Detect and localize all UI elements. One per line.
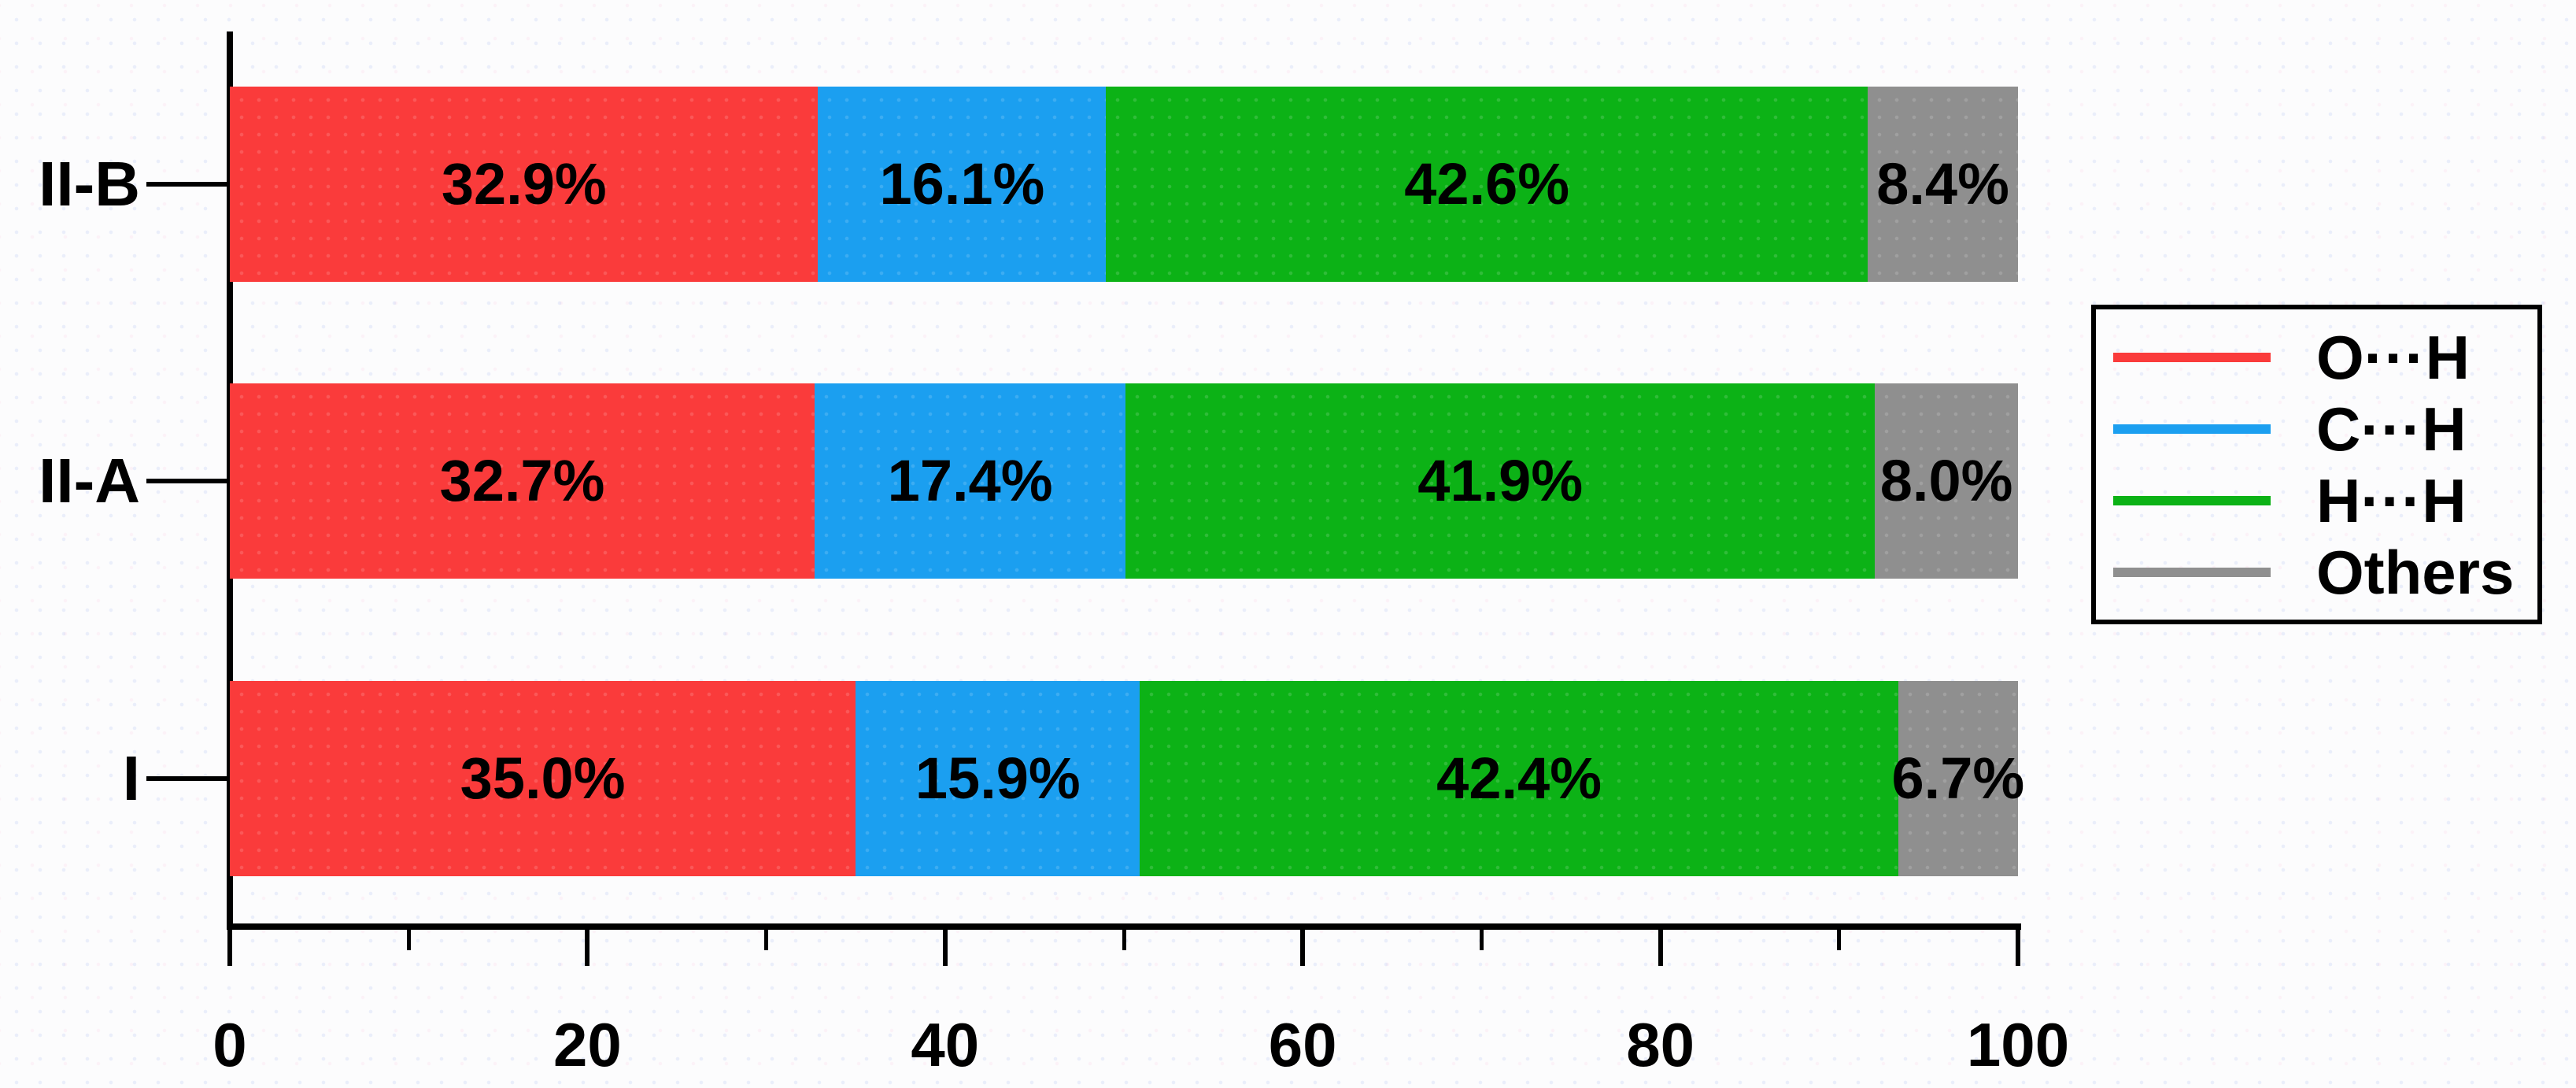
bar-segment: 16.1% [818,87,1107,282]
bar-segment: 35.0% [230,681,856,876]
x-axis-tick-label: 0 [213,1010,247,1079]
segment-label: 32.7% [439,448,605,513]
category-label: I [122,743,140,813]
legend-swatch-line [2113,567,2271,577]
bar-segment: 17.4% [814,383,1126,579]
legend-item: C···H [2096,393,2537,464]
x-axis-tick-label: 60 [1268,1010,1337,1079]
bar-row-II-B: 32.9% 16.1% 42.6% 8.4% [230,87,2018,282]
legend-swatch-line [2113,424,2271,434]
legend-box: O···H C···H H···H Others [2091,305,2542,624]
x-axis-major-tick [585,930,590,966]
x-axis-major-tick [1658,930,1663,966]
bar-segment: 32.7% [230,383,815,579]
bar-segment: 32.9% [230,87,819,282]
x-axis-major-tick [2016,930,2020,966]
x-axis-major-tick [1300,930,1306,966]
segment-label: 35.0% [460,746,626,811]
bar-segment: 41.9% [1125,383,1876,579]
segment-label: 6.7% [1891,746,2025,811]
segment-label: 16.1% [879,151,1045,216]
legend-item: Others [2096,536,2537,608]
bar-segment: 8.0% [1875,383,2018,579]
category-tick-line [146,182,230,187]
segment-label: 32.9% [441,151,607,216]
x-axis-tick-label: 100 [1966,1010,2070,1079]
x-axis-minor-tick [1122,930,1126,950]
bar-segment: 6.7% [1892,681,2024,876]
x-axis-minor-tick [406,930,411,950]
legend-swatch-line [2113,495,2271,505]
segment-label: 42.4% [1436,746,1602,811]
bar-segment: 42.6% [1106,87,1868,282]
segment-label: 8.0% [1879,448,2013,513]
segment-label: 15.9% [915,746,1081,811]
x-axis-minor-tick [1837,930,1842,950]
x-axis-minor-tick [764,930,769,950]
x-axis-tick-label: 20 [553,1010,622,1079]
legend-item: O···H [2096,321,2537,393]
category-label: II-A [39,446,140,516]
legend-label: H···H [2316,465,2467,535]
segment-label: 41.9% [1417,448,1584,513]
bar-segment: 8.4% [1868,87,2018,282]
segment-label: 8.4% [1876,151,2009,216]
x-axis-tick-label: 40 [911,1010,980,1079]
x-axis-minor-tick [1479,930,1484,950]
bar-row-I: 35.0% 15.9% 42.4% 6.7% [230,681,2024,876]
x-axis-line [227,923,2021,930]
legend-swatch-line [2113,352,2271,362]
segment-label: 17.4% [887,448,1053,513]
legend-label: O···H [2316,322,2470,392]
category-tick-line [146,479,230,483]
x-axis-major-tick [942,930,948,966]
bar-row-II-A: 32.7% 17.4% 41.9% 8.0% [230,383,2018,579]
legend-label: C···H [2316,394,2467,464]
x-axis-tick-label: 80 [1626,1010,1695,1079]
category-label: II-B [39,149,140,219]
bar-segment: 42.4% [1140,681,1899,876]
x-axis-major-tick [227,930,232,966]
bar-segment: 15.9% [856,681,1140,876]
legend-item: H···H [2096,464,2537,536]
segment-label: 42.6% [1404,151,1570,216]
legend-label: Others [2316,537,2515,607]
category-tick-line [146,776,230,781]
